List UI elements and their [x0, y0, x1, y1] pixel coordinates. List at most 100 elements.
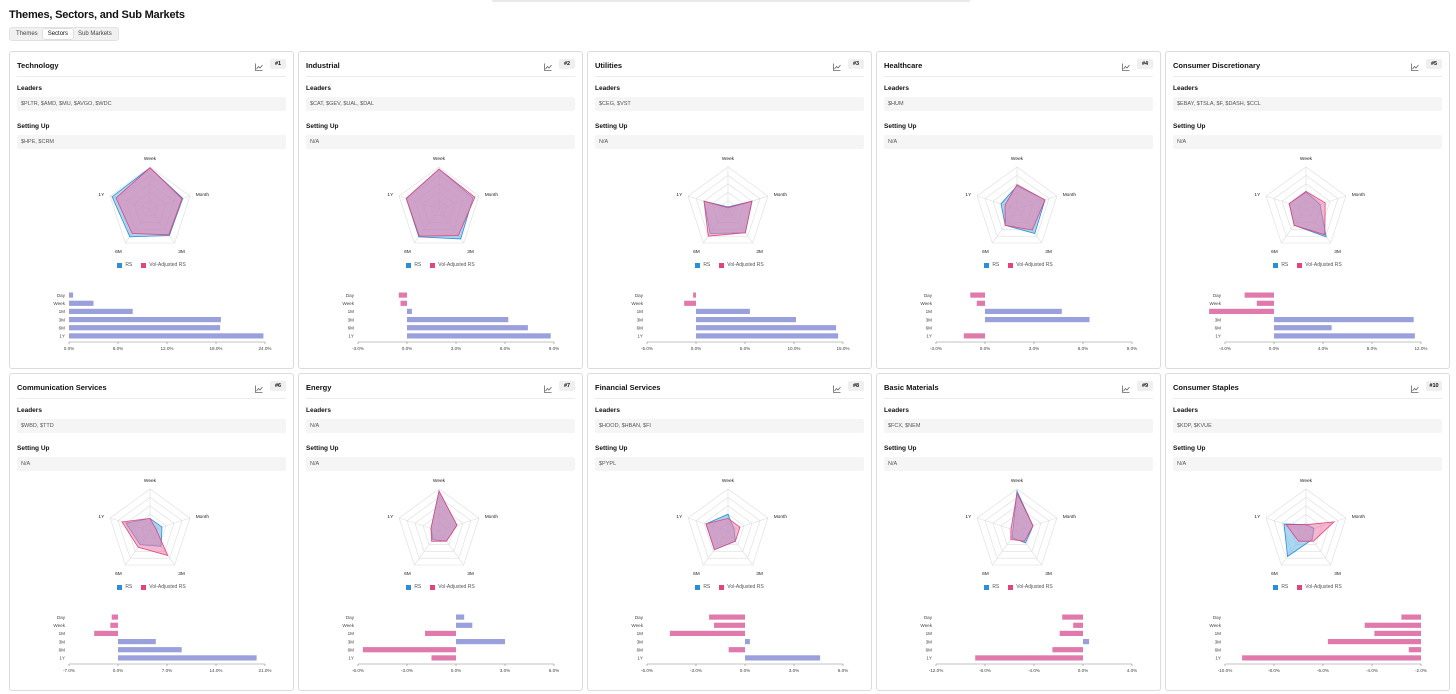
- card-title: Technology: [17, 61, 59, 70]
- legend-swatch-vol-adjusted[interactable]: [1008, 262, 1014, 268]
- chart-icon[interactable]: [1410, 381, 1420, 393]
- bar-category-label: 6M: [637, 326, 644, 331]
- legend-swatch-rs[interactable]: [117, 584, 123, 590]
- bar-1m: [94, 630, 118, 636]
- bar-category-label: Week: [53, 301, 65, 306]
- legend-swatch-vol-adjusted[interactable]: [719, 262, 725, 268]
- legend-swatch-vol-adjusted[interactable]: [141, 584, 147, 590]
- chart-icon[interactable]: [254, 381, 264, 393]
- bar-x-tick-label: 6.0%: [500, 346, 510, 351]
- setting-up-label: Setting Up: [595, 123, 628, 130]
- tab-sectors[interactable]: Sectors: [42, 29, 74, 39]
- bar-category-label: Day: [924, 293, 933, 298]
- bar-category-label: 6M: [926, 326, 933, 331]
- legend-swatch-rs[interactable]: [117, 262, 123, 268]
- leaders-value: $HUM: [884, 97, 1153, 111]
- bar-category-label: 6M: [348, 326, 355, 331]
- setting-up-value: N/A: [884, 457, 1153, 471]
- bar-x-tick-label: -6.0%: [1317, 668, 1329, 673]
- radar-axis-label: 3M: [756, 571, 763, 577]
- legend-swatch-rs[interactable]: [406, 262, 412, 268]
- bar-category-label: 1Y: [926, 656, 932, 661]
- bar-category-label: 3M: [1215, 317, 1222, 322]
- radar-series-vol-adjusted: [1288, 190, 1326, 236]
- legend-swatch-vol-adjusted[interactable]: [430, 262, 436, 268]
- bar-x-tick-label: 7.0%: [162, 668, 172, 673]
- radar-axis-label: 6M: [693, 249, 700, 255]
- card-title: Energy: [306, 383, 332, 392]
- bar-1y: [69, 333, 264, 339]
- bar-x-tick-label: 24.0%: [258, 346, 271, 351]
- bar-category-label: 1M: [926, 309, 933, 314]
- chart-icon[interactable]: [1121, 381, 1131, 393]
- legend-swatch-vol-adjusted[interactable]: [1297, 584, 1303, 590]
- bar-1y: [1274, 333, 1415, 339]
- legend-swatch-vol-adjusted[interactable]: [719, 584, 725, 590]
- legend-label-rs: RS: [414, 584, 422, 590]
- radar-series-vol-adjusted: [703, 200, 753, 237]
- chart-icon[interactable]: [254, 59, 264, 71]
- bar-category-label: 1Y: [637, 656, 643, 661]
- tab-sub-markets[interactable]: Sub Markets: [78, 31, 112, 37]
- rank-badge: #5: [1426, 59, 1442, 69]
- leaders-label: Leaders: [1173, 85, 1198, 92]
- leaders-label: Leaders: [306, 85, 331, 92]
- bar-category-label: 1Y: [926, 334, 932, 339]
- bar-x-tick-label: 3.0%: [789, 668, 799, 673]
- rank-badge: #9: [1137, 381, 1153, 391]
- legend-swatch-vol-adjusted[interactable]: [1297, 262, 1303, 268]
- radar-axis-label: Week: [1300, 478, 1313, 484]
- chart-icon[interactable]: [543, 381, 553, 393]
- legend-swatch-rs[interactable]: [406, 584, 412, 590]
- legend-swatch-rs[interactable]: [695, 584, 701, 590]
- chart-icon[interactable]: [1121, 59, 1131, 71]
- setting-up-label: Setting Up: [17, 445, 50, 452]
- legend-swatch-rs[interactable]: [984, 584, 990, 590]
- rank-badge: #1: [270, 59, 286, 69]
- leaders-value: N/A: [306, 419, 575, 433]
- legend-swatch-rs[interactable]: [1273, 262, 1279, 268]
- chart-icon-glyph: [544, 63, 552, 71]
- bar-category-label: 6M: [59, 648, 66, 653]
- chart-icon-glyph: [1411, 63, 1419, 71]
- chart-icon[interactable]: [832, 381, 842, 393]
- radar-axis-label: 1Y: [98, 192, 105, 198]
- title-divider: [884, 76, 1153, 77]
- legend-swatch-rs[interactable]: [984, 262, 990, 268]
- legend-swatch-vol-adjusted[interactable]: [430, 584, 436, 590]
- chart-icon[interactable]: [543, 59, 553, 71]
- bar-category-label: Week: [342, 301, 354, 306]
- chart-icon-line: [545, 64, 552, 70]
- bar-x-tick-label: -3.0%: [930, 346, 942, 351]
- chart-icon[interactable]: [1410, 59, 1420, 71]
- radar-axis-label: Week: [1011, 478, 1024, 484]
- bar-category-label: Week: [1209, 623, 1221, 628]
- legend-swatch-rs[interactable]: [695, 262, 701, 268]
- bar-x-tick-label: 0.0%: [451, 668, 461, 673]
- bar-6m: [407, 325, 528, 331]
- tab-themes[interactable]: Themes: [16, 31, 38, 37]
- chart-icon[interactable]: [832, 59, 842, 71]
- chart-icon-glyph: [255, 63, 263, 71]
- radar-axis-label: 1Y: [965, 192, 972, 198]
- bar-day: [456, 614, 465, 620]
- legend-swatch-vol-adjusted[interactable]: [141, 262, 147, 268]
- bar-chart: Day Week 1M 3M 6M 1Y -3.0% 0.0% 3.0% 6.0% 9.0%: [342, 292, 559, 351]
- radar-axis-label: 3M: [178, 571, 185, 577]
- bar-category-label: 1Y: [1215, 656, 1221, 661]
- radar-series-vol-adjusted: [405, 168, 476, 237]
- bar-category-label: 3M: [348, 317, 355, 322]
- bar-category-label: Day: [635, 293, 644, 298]
- legend-swatch-rs[interactable]: [1273, 584, 1279, 590]
- bar-x-tick-label: -8.0%: [1268, 668, 1280, 673]
- chart-icon-axis: [255, 63, 263, 71]
- legend-swatch-vol-adjusted[interactable]: [1008, 584, 1014, 590]
- legend-label-vol-adjusted: Vol-Adjusted RS: [438, 262, 475, 268]
- rank-badge: #8: [848, 381, 864, 391]
- setting-up-label: Setting Up: [306, 123, 339, 130]
- bar-category-label: 1M: [348, 631, 355, 636]
- bar-3m: [118, 639, 156, 645]
- rank-badge: #7: [559, 381, 575, 391]
- bar-category-label: Day: [1213, 615, 1222, 620]
- bar-category-label: 1M: [348, 309, 355, 314]
